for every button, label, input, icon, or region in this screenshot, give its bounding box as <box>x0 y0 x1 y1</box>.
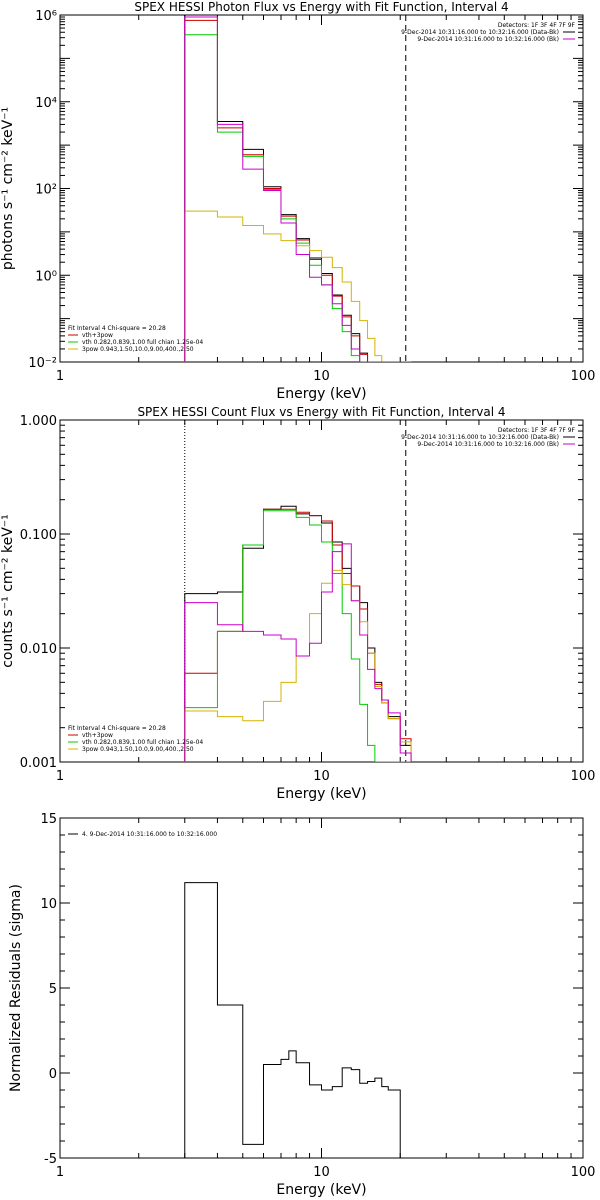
y-tick-label: 10⁻² <box>28 356 57 371</box>
legend-left-entry: Fit Interval 4 Chi-square = 20.28 <box>68 725 166 732</box>
series-line-3 <box>184 34 412 362</box>
y-axis-label: photons s⁻¹ cm⁻² keV⁻¹ <box>0 107 16 270</box>
series-group <box>184 505 412 762</box>
x-tick-label: 10 <box>313 769 330 784</box>
y-tick-label: 15 <box>40 812 57 827</box>
y-tick-label: 0.010 <box>20 642 57 657</box>
x-tick-label: 1 <box>56 369 64 384</box>
x-tick-label: 1 <box>56 1165 64 1180</box>
legend-left-entry: 3pow 0.943,1.50,10.0,9.00,400.,2.50 <box>82 746 194 753</box>
x-tick-label: 10 <box>313 1165 330 1180</box>
series-group <box>184 15 412 362</box>
plot-frame <box>59 14 584 363</box>
y-tick-label: 10² <box>35 183 57 198</box>
series-group <box>184 882 401 1158</box>
legend-left-entry: vth 0.282,0.839,1.00 full chian 1.25e-04 <box>82 739 203 746</box>
chart-panel-3: 1 10 100 15 10 5 0 -5 Energy (keV) Normalized Res… <box>8 812 595 1198</box>
legend-left-entry: 4. 9-Dec-2014 10:31:16.000 to 10:32:16.0… <box>82 831 217 838</box>
series-line-1 <box>184 882 401 1158</box>
x-tick-label: 1 <box>56 769 64 784</box>
y-tick-label: 1.000 <box>20 414 57 429</box>
y-tick-label: -5 <box>44 1152 57 1167</box>
y-tick-label: 5 <box>49 982 57 997</box>
y-tick-label: 10⁶ <box>35 9 57 24</box>
series-line-5 <box>184 16 412 362</box>
series-line-1 <box>184 505 412 762</box>
x-axis-label: Energy (keV) <box>276 1182 366 1198</box>
chart-panel-2: SPEX HESSI Count Flux vs Energy with Fit… <box>0 405 595 802</box>
x-axis-label: Energy (keV) <box>276 786 366 802</box>
x-tick-label: 100 <box>571 769 596 784</box>
y-tick-label: 0.001 <box>20 756 57 771</box>
y-tick-label: 10⁴ <box>35 96 57 111</box>
legend-right-entry: 9-Dec-2014 10:31:16.000 to 10:32:16.000 … <box>417 36 559 43</box>
legend-right-entry: Detectors: 1F 3F 4F 7F 9F <box>498 22 576 29</box>
y-axis-label: counts s⁻¹ cm⁻² keV⁻¹ <box>0 514 16 668</box>
legend-left-entry: vth 0.282,0.839,1.00 full chian 1.25e-04 <box>82 339 203 346</box>
series-line-2 <box>184 19 412 362</box>
series-line-5 <box>184 543 412 762</box>
chart-panel-1: SPEX HESSI Photon Flux vs Energy with Fi… <box>0 0 595 402</box>
legend-right-entry: 9-Dec-2014 10:31:16.000 to 10:32:16.000 … <box>401 434 559 441</box>
y-tick-label: 10⁰ <box>35 269 57 284</box>
plot-frame <box>59 817 584 1159</box>
y-tick-label: 0.100 <box>20 528 57 543</box>
series-line-4 <box>184 569 412 762</box>
legend-right-entry: Detectors: 1F 3F 4F 7F 9F <box>498 427 576 434</box>
legend-right-entry: 9-Dec-2014 10:31:16.000 to 10:32:16.000 … <box>417 441 559 448</box>
chart-title: SPEX HESSI Count Flux vs Energy with Fit… <box>137 405 505 419</box>
y-axis-label: Normalized Residuals (sigma) <box>8 884 24 1092</box>
chart-title: SPEX HESSI Photon Flux vs Energy with Fi… <box>134 0 508 14</box>
legend-left-entry: 3pow 0.943,1.50,10.0,9.00,400.,2.50 <box>82 346 194 353</box>
series-line-2 <box>184 508 412 762</box>
x-tick-label: 10 <box>313 369 330 384</box>
series-line-4 <box>184 210 412 362</box>
y-tick-label: 0 <box>49 1067 57 1082</box>
x-tick-label: 100 <box>571 1165 596 1180</box>
series-line-3 <box>184 510 412 762</box>
legend-left-entry: vth+3pow <box>82 332 113 339</box>
legend-left-entry: vth+3pow <box>82 732 113 739</box>
y-tick-label: 10 <box>40 897 57 912</box>
x-tick-label: 100 <box>571 369 596 384</box>
series-line-1 <box>184 15 412 362</box>
legend-left-entry: Fit Interval 4 Chi-square = 20.28 <box>68 325 166 332</box>
x-axis-label: Energy (keV) <box>276 386 366 402</box>
legend-right-entry: 9-Dec-2014 10:31:16.000 to 10:32:16.000 … <box>401 29 559 36</box>
